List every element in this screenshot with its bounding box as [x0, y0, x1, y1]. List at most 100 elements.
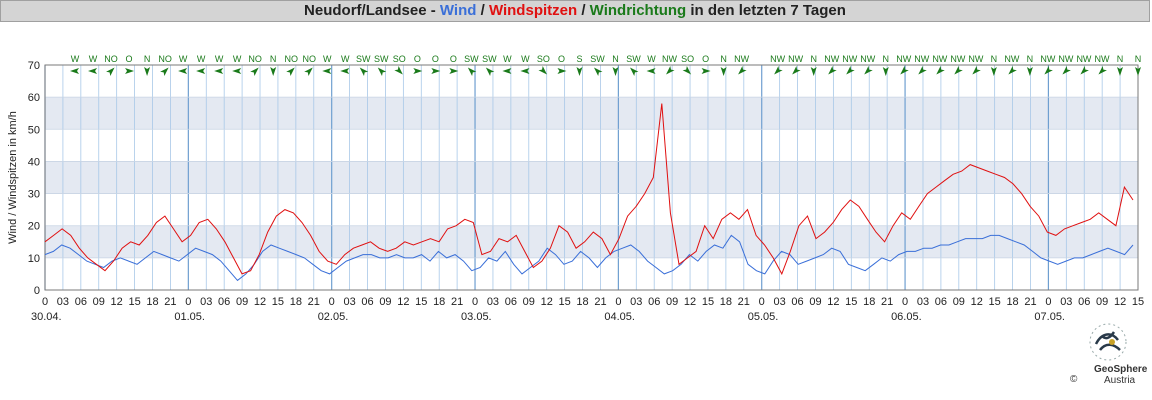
x-date-label: 06.05.: [891, 311, 922, 323]
direction-label: N: [1027, 54, 1034, 64]
direction-label: N: [270, 54, 277, 64]
direction-label: W: [323, 54, 332, 64]
direction-label: W: [215, 54, 224, 64]
direction-label: SW: [464, 54, 479, 64]
x-tick-label: 03: [1060, 296, 1072, 308]
direction-arrow: [990, 67, 997, 76]
direction-arrow: [846, 66, 855, 75]
grid-band: [45, 97, 1138, 130]
x-tick-label: 06: [935, 296, 947, 308]
direction-label: SO: [681, 54, 694, 64]
direction-label: NW: [932, 54, 947, 64]
direction-arrow: [1062, 66, 1071, 75]
x-tick-label: 03: [487, 296, 499, 308]
direction-arrow: [593, 67, 603, 76]
x-tick-label: 15: [1132, 296, 1144, 308]
direction-arrow: [557, 68, 567, 74]
direction-arrow: [1044, 66, 1053, 75]
direction-arrow: [738, 66, 747, 75]
x-date-label: 04.05.: [604, 311, 635, 323]
direction-label: NW: [1004, 54, 1019, 64]
y-tick-label: 0: [34, 285, 40, 297]
x-tick-label: 18: [290, 296, 302, 308]
x-tick-label: 0: [1045, 296, 1051, 308]
x-tick-label: 06: [75, 296, 87, 308]
direction-label: W: [179, 54, 188, 64]
direction-label: SO: [393, 54, 406, 64]
x-tick-label: 21: [451, 296, 463, 308]
direction-arrow: [792, 66, 801, 75]
x-tick-label: 12: [397, 296, 409, 308]
direction-label: W: [233, 54, 242, 64]
direction-arrow: [701, 68, 711, 74]
direction-label: W: [647, 54, 656, 64]
x-tick-label: 15: [415, 296, 427, 308]
direction-label: NW: [968, 54, 983, 64]
direction-arrow: [270, 67, 277, 76]
direction-arrow: [144, 67, 151, 76]
direction-label: S: [576, 54, 582, 64]
direction-label: NW: [662, 54, 677, 64]
direction-arrow: [936, 66, 945, 75]
direction-label: N: [883, 54, 890, 64]
direction-arrow: [214, 68, 224, 74]
direction-label: W: [89, 54, 98, 64]
grid-band: [45, 225, 1138, 258]
x-date-label: 03.05.: [461, 311, 492, 323]
direction-arrow: [485, 67, 495, 76]
direction-label: O: [558, 54, 565, 64]
direction-arrow: [125, 68, 135, 74]
direction-arrow: [720, 67, 727, 76]
geosphere-logo: [1088, 322, 1128, 362]
direction-label: SW: [482, 54, 497, 64]
direction-arrow: [178, 68, 188, 74]
direction-label: N: [720, 54, 727, 64]
direction-arrow: [106, 67, 115, 76]
x-tick-label: 21: [308, 296, 320, 308]
direction-label: NW: [1040, 54, 1055, 64]
x-tick-label: 06: [218, 296, 230, 308]
x-tick-label: 09: [666, 296, 678, 308]
x-tick-label: 12: [1114, 296, 1126, 308]
direction-label: O: [126, 54, 133, 64]
direction-label: NO: [284, 54, 298, 64]
x-tick-label: 0: [759, 296, 765, 308]
direction-arrow: [828, 66, 837, 75]
direction-arrow: [377, 67, 387, 76]
x-tick-label: 15: [272, 296, 284, 308]
direction-arrow: [954, 66, 963, 75]
x-date-label: 05.05.: [748, 311, 779, 323]
direction-label: NW: [824, 54, 839, 64]
title-dir: Windrichtung: [589, 2, 687, 19]
x-tick-label: 09: [809, 296, 821, 308]
series-line-wind: [44, 234, 1134, 282]
x-tick-label: 03: [774, 296, 786, 308]
x-tick-label: 0: [185, 296, 191, 308]
direction-arrow: [882, 67, 889, 76]
direction-arrow: [70, 68, 79, 74]
direction-arrow: [359, 67, 369, 76]
x-tick-label: 21: [1024, 296, 1036, 308]
direction-label: O: [450, 54, 457, 64]
direction-arrow: [250, 67, 259, 76]
direction-arrow: [972, 66, 981, 75]
direction-label: NW: [770, 54, 785, 64]
x-tick-label: 18: [576, 296, 588, 308]
x-tick-label: 12: [541, 296, 553, 308]
direction-arrow: [449, 68, 459, 74]
x-tick-label: 03: [57, 296, 69, 308]
direction-arrow: [774, 66, 783, 75]
title-suffix: in den letzten 7 Tagen: [686, 2, 846, 19]
x-tick-label: 18: [146, 296, 158, 308]
direction-arrow: [646, 68, 656, 74]
direction-arrow: [576, 67, 583, 76]
x-tick-label: 15: [989, 296, 1001, 308]
x-tick-label: 18: [720, 296, 732, 308]
direction-label: NO: [248, 54, 262, 64]
direction-label: NO: [104, 54, 118, 64]
x-tick-label: 03: [917, 296, 929, 308]
direction-arrow: [629, 67, 639, 76]
direction-label: NW: [914, 54, 929, 64]
direction-arrow: [1098, 66, 1107, 75]
x-date-label: 01.05.: [174, 311, 205, 323]
